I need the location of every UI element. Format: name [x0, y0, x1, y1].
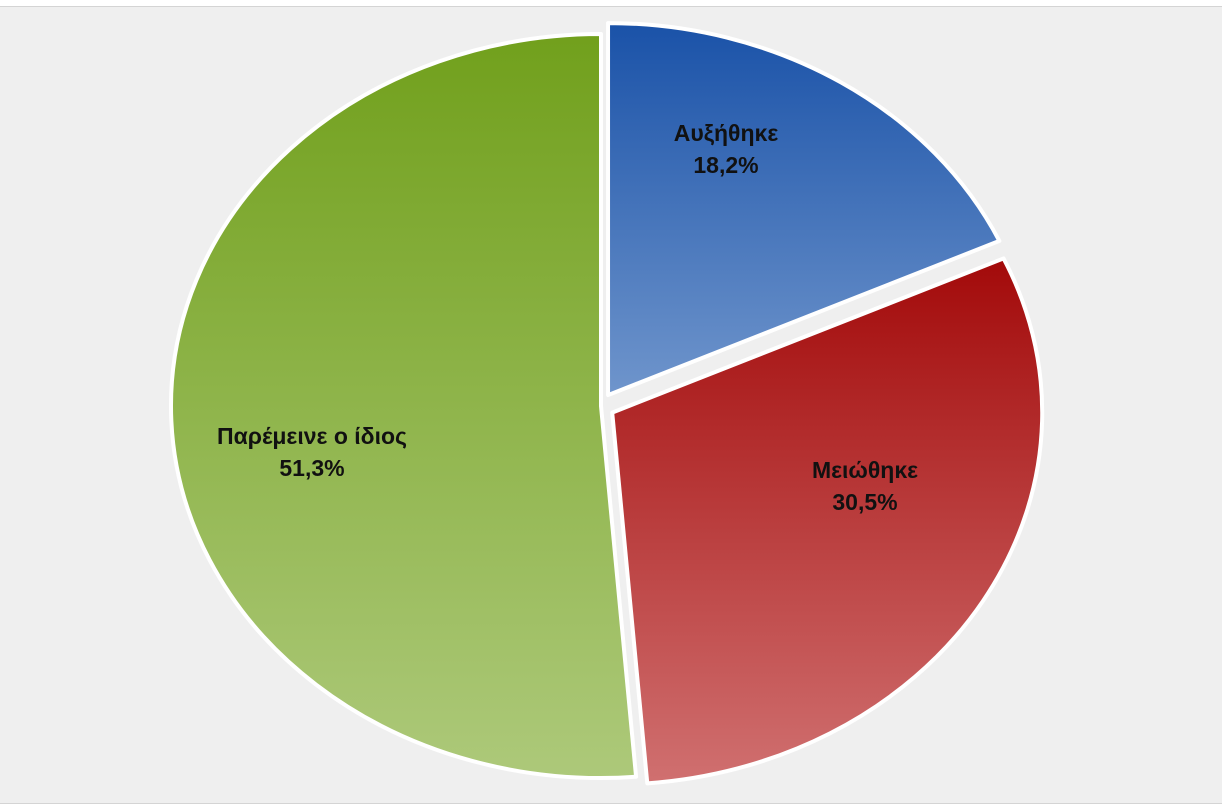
- slice-category-label: Μειώθηκε: [812, 457, 918, 483]
- pie-slices: [169, 21, 1045, 786]
- slice-value-label: 51,3%: [279, 455, 344, 481]
- pie-labels: Αυξήθηκε 18,2% Μειώθηκε 30,5% Παρέμεινε ο ίδ…: [217, 120, 918, 515]
- pie-slice-1: [606, 21, 1002, 398]
- slice-value-label: 18,2%: [693, 152, 758, 178]
- slice-category-label: Παρέμεινε ο ίδιος: [217, 423, 407, 449]
- slice-category-label: Αυξήθηκε: [674, 120, 779, 146]
- pie-slice-2: [610, 256, 1045, 786]
- slice-value-label: 30,5%: [832, 489, 897, 515]
- pie-slice-3: [169, 32, 639, 780]
